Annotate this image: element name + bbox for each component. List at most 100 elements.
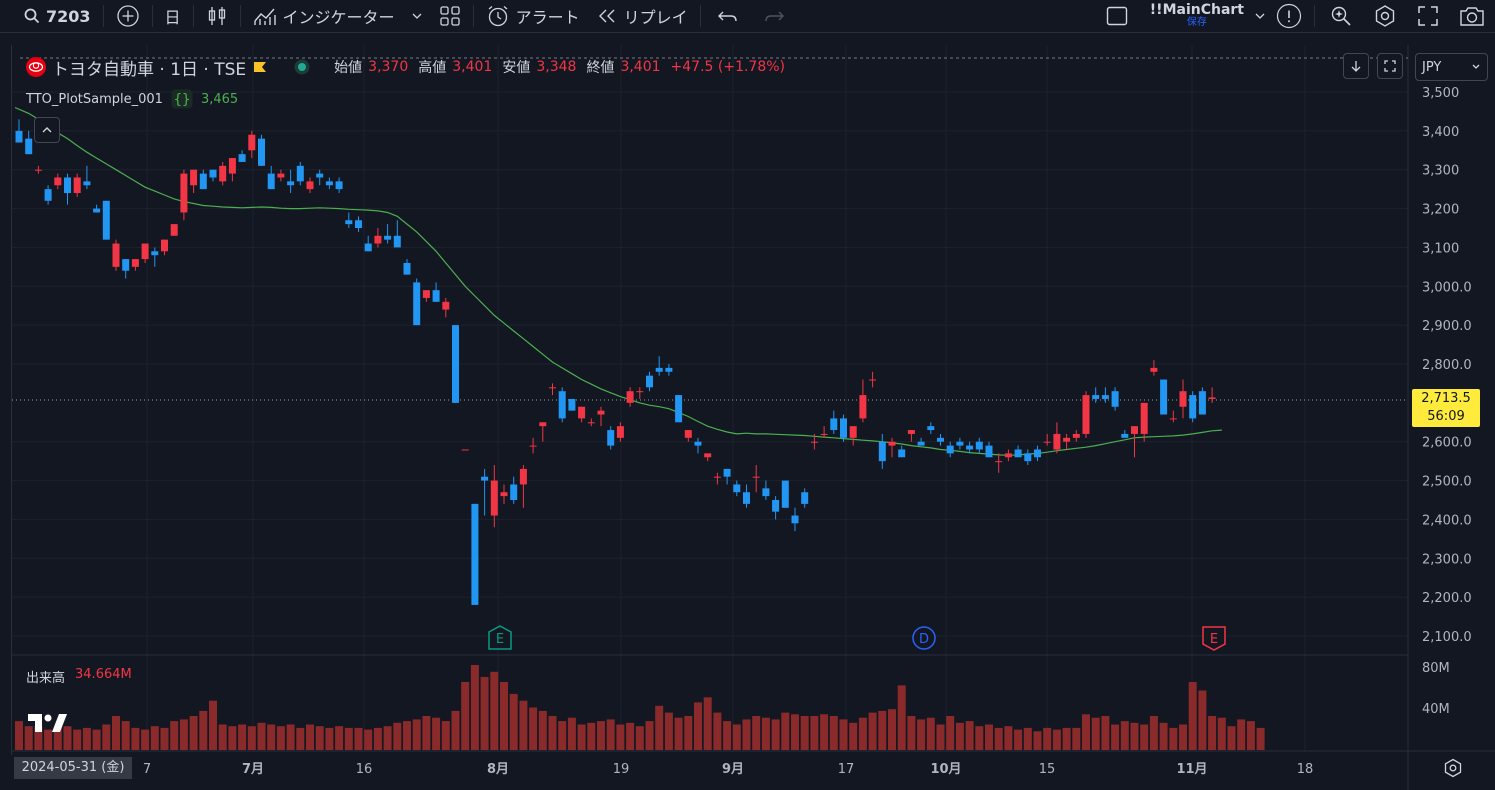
replay-button[interactable]: リプレイ xyxy=(588,0,696,33)
indicators-icon xyxy=(253,8,276,25)
volume-bar xyxy=(694,702,702,750)
time-tick-label: 8月 xyxy=(487,762,509,777)
price-chart[interactable]: E D E 3,500 3,400 3,300 3,200 3,100 3,000.0 2,90… xyxy=(0,45,1495,790)
volume-bar xyxy=(985,724,993,750)
volume-bar xyxy=(500,682,508,750)
volume-bar xyxy=(1023,727,1032,750)
candle-body xyxy=(713,476,721,478)
volume-bar xyxy=(1101,716,1110,750)
fullscreen-button[interactable] xyxy=(1407,0,1449,33)
volume-bar xyxy=(306,724,314,750)
collapse-legend-button[interactable] xyxy=(34,117,60,143)
volume-bar xyxy=(810,716,819,750)
volume-bar xyxy=(354,727,363,750)
volume-bar xyxy=(597,721,605,750)
maximize-pane-button[interactable] xyxy=(1377,53,1403,79)
indicators-button[interactable]: インジケーター xyxy=(245,0,403,33)
candle-body xyxy=(878,441,886,462)
price-axis: 3,500 3,400 3,300 3,200 3,100 3,000.0 2,900.0 2… xyxy=(1422,86,1472,645)
candle-body xyxy=(549,387,556,389)
info-button[interactable] xyxy=(1268,0,1310,33)
candle-body xyxy=(859,395,867,419)
candle-body xyxy=(1043,441,1051,443)
candle-body xyxy=(791,515,799,524)
candle-body xyxy=(1092,395,1100,399)
volume-bar xyxy=(1227,726,1236,750)
moving-average xyxy=(14,106,1222,456)
redo-button[interactable] xyxy=(751,0,797,33)
candle-body xyxy=(995,461,1003,463)
candle-body xyxy=(917,441,925,446)
candle-body xyxy=(199,173,207,190)
plus-circle-icon xyxy=(116,5,139,27)
volume-bar xyxy=(53,727,62,750)
volume-bar xyxy=(674,717,683,750)
chevron-down-icon xyxy=(412,13,422,19)
volume-bar xyxy=(587,722,596,750)
time-tick-label: 7 xyxy=(143,762,151,777)
candle-body xyxy=(975,441,983,450)
candle-body xyxy=(228,158,236,174)
volume-bar xyxy=(858,717,867,750)
chart-type-button[interactable] xyxy=(198,0,236,33)
volume-bar xyxy=(1246,721,1255,750)
flag-icon[interactable] xyxy=(252,59,268,75)
candle-body xyxy=(1160,379,1168,415)
candle-body xyxy=(296,165,304,182)
candle-body xyxy=(73,177,81,194)
undo-button[interactable] xyxy=(705,0,751,33)
candle-body xyxy=(316,173,324,178)
price-tick-label: 3,500 xyxy=(1422,86,1459,101)
time-tick-label: 19 xyxy=(613,762,630,777)
alert-button[interactable]: アラート xyxy=(478,0,588,33)
scroll-down-button[interactable] xyxy=(1343,53,1369,79)
market-status-icon[interactable] xyxy=(294,59,310,75)
symbol-search-button[interactable]: 7203 xyxy=(0,0,99,33)
quick-search-button[interactable] xyxy=(1319,0,1363,33)
time-axis: 7 7月 16 8月 19 9月 17 10月 15 11月 18 xyxy=(143,762,1313,777)
price-tick-label: 3,400 xyxy=(1422,125,1459,140)
indicators-dropdown[interactable] xyxy=(403,0,431,33)
bar-countdown: 56:09 xyxy=(1427,409,1465,424)
rewind-icon xyxy=(598,9,615,23)
candle-body xyxy=(946,445,954,454)
symbol-name[interactable]: トヨタ自動車 · 1日 · TSE xyxy=(52,59,247,80)
time-scale-settings-icon[interactable] xyxy=(1443,758,1463,778)
layout-dropdown[interactable] xyxy=(1252,0,1268,33)
candle-body xyxy=(54,177,62,186)
volume-bar xyxy=(548,716,557,750)
templates-button[interactable] xyxy=(431,0,469,33)
snapshot-button[interactable] xyxy=(1449,0,1495,33)
candle-body xyxy=(888,441,896,446)
candle-body xyxy=(558,391,566,419)
volume-bar xyxy=(15,721,23,750)
volume-bar xyxy=(897,685,906,750)
ma-line xyxy=(14,106,1222,456)
open-value: 3,370 xyxy=(368,59,409,75)
compare-add-button[interactable] xyxy=(108,0,148,33)
time-tick-label: 11月 xyxy=(1176,762,1207,777)
volume-bar xyxy=(131,727,140,750)
tradingview-logo[interactable] xyxy=(28,712,68,734)
candle-body xyxy=(927,426,935,431)
fullscreen-icon xyxy=(1418,6,1438,26)
candle-body xyxy=(442,301,450,310)
volume-bar xyxy=(393,722,402,750)
candle-body xyxy=(762,488,770,497)
settings-button[interactable] xyxy=(1363,0,1407,33)
replay-label: リプレイ xyxy=(623,8,688,27)
volume-bar xyxy=(1043,727,1052,750)
indicator-legend[interactable]: TTO_PlotSample_001 {} 3,465 xyxy=(26,89,238,109)
current-price-label: 2,713.5 56:09 xyxy=(1412,389,1480,427)
candle-body xyxy=(820,433,828,435)
volume-tick-label: 80M xyxy=(1422,661,1450,676)
currency-select[interactable]: JPY xyxy=(1415,53,1488,81)
candle-body xyxy=(209,169,217,178)
layout-name-button[interactable]: !!MainChart 保存 xyxy=(1142,0,1252,33)
volume-bar xyxy=(364,729,373,750)
candle-body xyxy=(364,243,372,252)
layout-toggle-button[interactable] xyxy=(1092,0,1142,33)
volume-legend[interactable]: 出来高 34.664M xyxy=(26,667,132,686)
interval-button[interactable]: 日 xyxy=(157,0,189,33)
script-braces-icon[interactable]: {} xyxy=(171,89,193,109)
